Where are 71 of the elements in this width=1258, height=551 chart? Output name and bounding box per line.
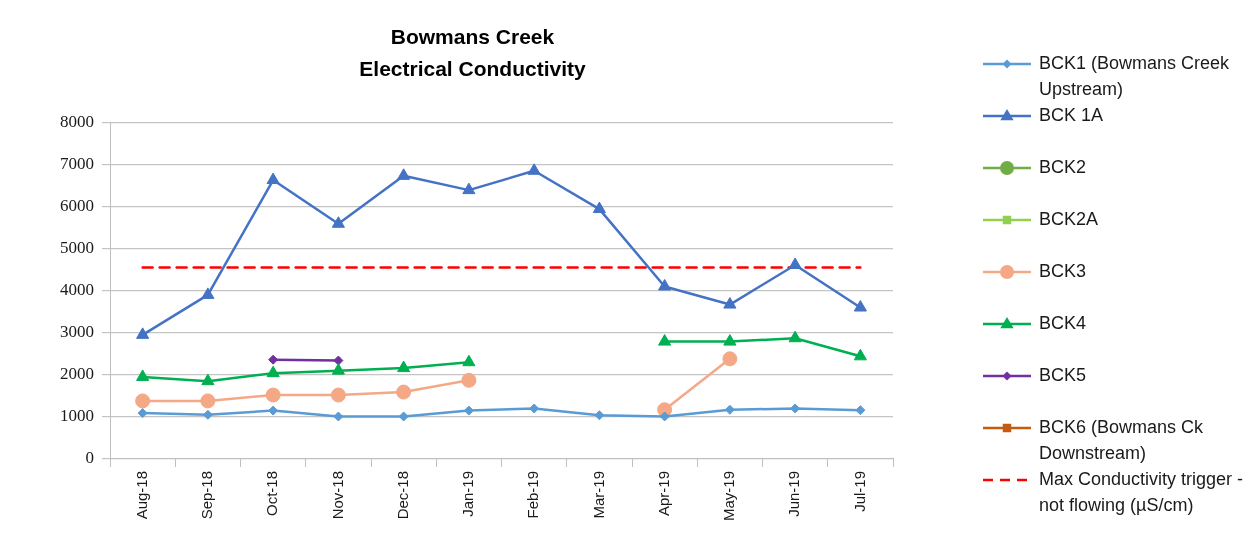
y-tick-label: 7000 [60, 153, 94, 173]
y-tick-label: 1000 [60, 406, 94, 426]
point [788, 330, 802, 343]
point [265, 387, 281, 403]
y-tick-label: 5000 [60, 238, 94, 258]
y-tick-label: 2000 [60, 364, 94, 384]
point [723, 297, 737, 309]
legend-label: BCK2A [1039, 208, 1099, 229]
point [790, 403, 801, 414]
point [529, 403, 540, 414]
point [266, 172, 280, 185]
point [201, 373, 215, 386]
point [853, 300, 867, 312]
legend-label: BCK4 [1039, 312, 1087, 333]
point [592, 201, 606, 214]
point [659, 411, 670, 422]
point [723, 334, 737, 346]
point [658, 278, 672, 291]
point [201, 287, 215, 299]
point [266, 365, 280, 378]
point [461, 372, 477, 388]
x-tick-label: May-19 [720, 470, 738, 522]
y-tick-label: 8000 [60, 111, 94, 131]
y-tick-label: 4000 [60, 280, 94, 300]
x-tick-label: Dec-18 [393, 470, 411, 520]
chart-subtitle: Electrical Conductivity [359, 56, 587, 80]
point [331, 363, 345, 375]
x-tick-label: Jul-19 [850, 470, 868, 512]
point [135, 393, 151, 409]
point [137, 408, 148, 419]
y-tick-label: 6000 [60, 196, 94, 216]
point [136, 327, 150, 339]
point [658, 334, 672, 346]
x-tick-label: Mar-19 [589, 470, 607, 519]
point [397, 360, 411, 373]
x-tick-label: Jan-19 [459, 470, 477, 517]
legend-label: Max Conductivity trigger - not flowing (µS/cm) [1039, 468, 1244, 515]
y-tick-label: 0 [85, 448, 94, 468]
x-tick-label: Aug-18 [132, 470, 150, 520]
point [136, 369, 150, 381]
legend-label: BCK3 [1039, 260, 1087, 281]
point [396, 384, 412, 400]
point [527, 163, 541, 175]
legend-label: BCK2 [1039, 156, 1087, 177]
x-tick-label: Oct-18 [263, 470, 281, 516]
legend-label: BCK5 [1039, 364, 1087, 385]
point [855, 405, 866, 416]
point [331, 216, 345, 228]
x-tick-label: Sep-18 [198, 470, 216, 520]
y-tick-label: 3000 [60, 322, 94, 342]
point [462, 354, 476, 367]
point [200, 393, 216, 409]
point [788, 257, 802, 270]
point [398, 411, 409, 422]
x-tick-label: Feb-19 [524, 470, 542, 519]
point [330, 387, 346, 403]
point [722, 351, 738, 367]
chart-title: Bowmans Creek [390, 25, 555, 49]
x-tick-label: Jun-19 [785, 470, 803, 517]
point [594, 410, 605, 421]
point [462, 182, 476, 195]
point [397, 168, 411, 180]
x-tick-label: Apr-19 [654, 470, 672, 517]
legend-label: BCK1 (Bowmans Creek Upstream) [1039, 52, 1231, 99]
legend-label: BCK 1A [1039, 104, 1104, 125]
x-tick-label: Nov-18 [328, 470, 346, 520]
legend-label: BCK6 (Bowmans Ck Downstream) [1039, 416, 1205, 463]
point [333, 355, 344, 366]
point [853, 348, 867, 361]
point [202, 409, 213, 420]
point [333, 411, 344, 422]
